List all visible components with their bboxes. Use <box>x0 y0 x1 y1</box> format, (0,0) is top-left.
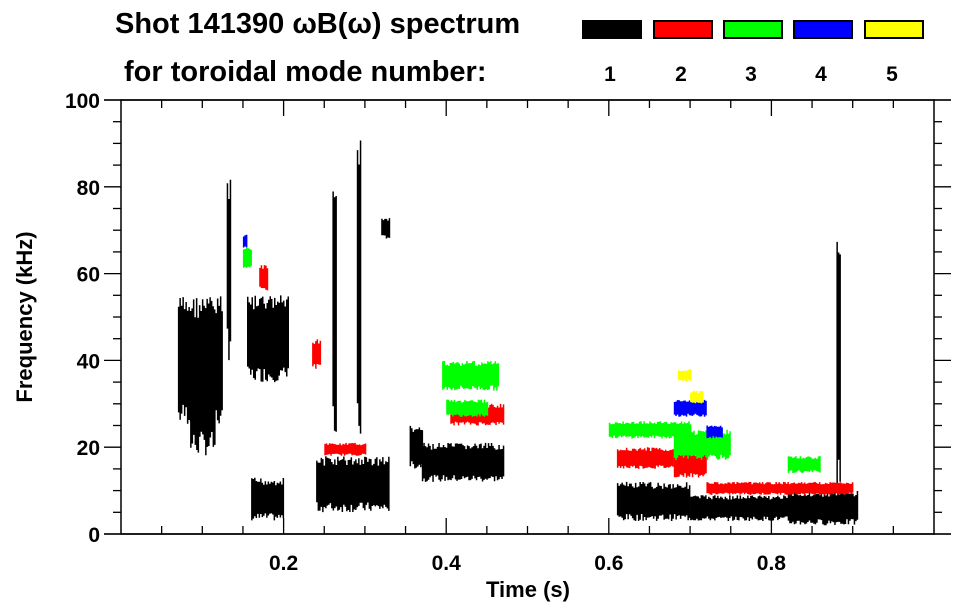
axes: 0 20 40 60 80 100 0.2 0.4 0.6 0.8 <box>65 90 951 575</box>
mode-1-region-5 <box>381 218 391 239</box>
mode-1-region-11 <box>356 140 362 434</box>
x-tick-label: 0.4 <box>432 552 462 575</box>
legend-swatch-4 <box>793 20 853 39</box>
mode-3-region-2 <box>446 399 489 417</box>
legend-swatch-3 <box>723 20 783 39</box>
y-tick-label: 100 <box>65 90 100 113</box>
mode-1-region-7 <box>421 442 505 482</box>
mode-1-region-12 <box>332 191 337 432</box>
y-tick-label: 80 <box>77 177 100 200</box>
mode-5-region-0 <box>677 369 692 382</box>
y-tick-label: 60 <box>77 264 100 287</box>
y-tick-label: 40 <box>77 350 100 373</box>
legend-swatch-2 <box>653 20 713 39</box>
series-mode-1 <box>177 140 859 526</box>
mode-1-region-13 <box>226 179 232 361</box>
mode-4-region-0 <box>242 234 248 248</box>
mode-3-region-1 <box>442 361 500 391</box>
chart-title-line2: for toroidal mode number: <box>124 56 487 88</box>
mode-1-region-6 <box>409 425 424 469</box>
mode-5-region-1 <box>690 390 704 404</box>
y-tick-label: 20 <box>77 437 100 460</box>
x-tick-label: 0.2 <box>269 552 298 575</box>
mode-2-region-1 <box>312 339 322 369</box>
mode-3-region-4 <box>673 429 731 461</box>
mode-1-region-14 <box>836 241 841 484</box>
mode-1-region-2 <box>247 295 289 383</box>
mode-1-region-4 <box>316 456 390 513</box>
mode-3-region-3 <box>608 421 692 439</box>
legend-swatch-5 <box>864 20 924 39</box>
x-tick-label: 0.8 <box>757 552 787 575</box>
series-mode-3 <box>242 247 821 474</box>
y-axis-title: Frequency (kHz) <box>12 231 37 402</box>
mode-1-region-3 <box>251 477 285 521</box>
x-axis-title: Time (s) <box>486 577 570 602</box>
mode-2-region-0 <box>259 265 269 291</box>
mode-3-region-5 <box>787 456 821 474</box>
series-mode-5 <box>677 369 704 404</box>
mode-2-region-6 <box>706 481 854 495</box>
mode-4-region-2 <box>706 425 723 439</box>
legend-label-5: 5 <box>886 63 898 86</box>
mode-1-region-1 <box>190 317 216 456</box>
legend-label-3: 3 <box>745 63 757 86</box>
mode-4-region-1 <box>673 399 707 417</box>
legend-label-1: 1 <box>604 63 616 86</box>
y-tick-label: 0 <box>88 524 100 547</box>
mode-1-region-10 <box>787 490 859 526</box>
mode-2-region-2 <box>324 442 367 456</box>
mode-3-region-0 <box>242 247 252 268</box>
series-mode-2 <box>259 265 854 495</box>
mode-1-region-8 <box>616 481 691 521</box>
chart-title-line1: Shot 141390 ωB(ω) spectrum <box>115 8 521 40</box>
legend-label-4: 4 <box>815 63 827 86</box>
series-mode-4 <box>242 234 723 439</box>
mode-2-region-4 <box>616 447 674 469</box>
x-tick-label: 0.6 <box>594 552 623 575</box>
mode-1-region-9 <box>690 495 790 521</box>
spectrogram-marks <box>177 140 859 526</box>
mode-2-region-5 <box>673 451 707 478</box>
legend-label-2: 2 <box>675 63 687 86</box>
legend-swatch-1 <box>582 20 642 39</box>
